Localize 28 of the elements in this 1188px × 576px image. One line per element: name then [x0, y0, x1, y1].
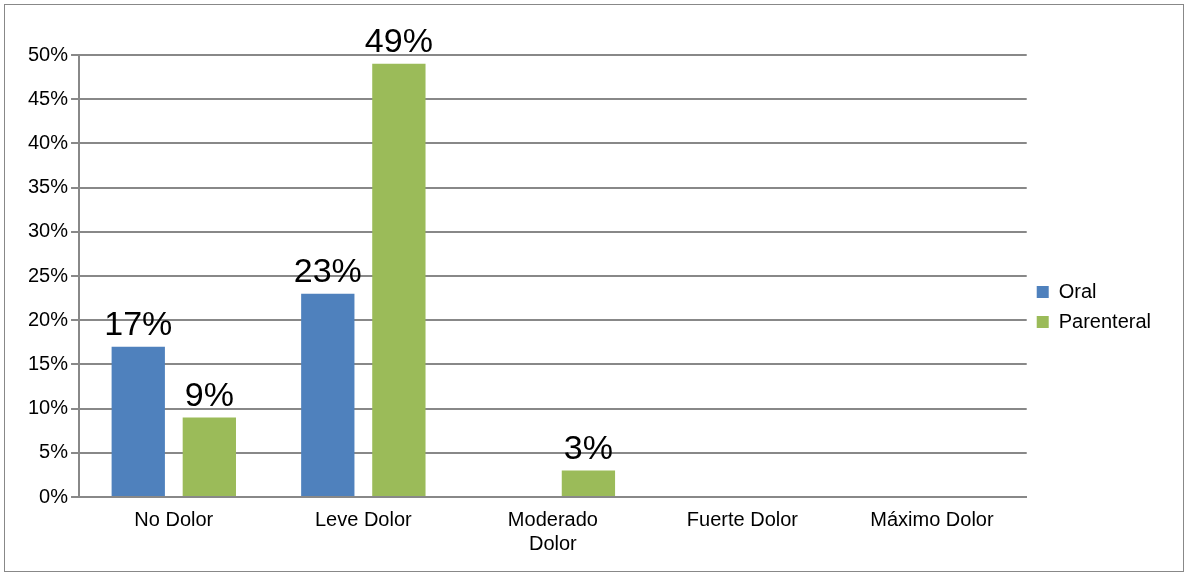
y-tick-label: 50% [28, 42, 69, 65]
y-tick-label: 45% [28, 86, 69, 109]
y-tick-label: 0% [39, 484, 69, 507]
y-tick-label: 15% [28, 351, 69, 374]
bar [372, 63, 426, 496]
bar [111, 346, 165, 496]
x-tick-label: Leve Dolor [314, 507, 413, 530]
bar [301, 293, 355, 496]
y-tick-label: 25% [28, 263, 69, 286]
y-tick-label: 10% [28, 396, 69, 419]
bar [561, 470, 616, 496]
bar [182, 417, 236, 496]
data-label: 49% [364, 21, 433, 60]
y-tick-label: 20% [28, 307, 69, 330]
legend-label: Parenteral [1058, 309, 1152, 332]
y-tick-label: 5% [39, 440, 69, 463]
data-label: 3% [563, 427, 613, 466]
data-label: 23% [293, 251, 362, 290]
y-tick-label: 35% [28, 175, 69, 198]
x-tick-label: Máximo Dolor [870, 507, 994, 530]
y-tick-label: 40% [28, 130, 69, 153]
data-label: 17% [104, 304, 173, 343]
legend-label: Oral [1058, 279, 1097, 302]
x-tick-label: Moderado Dolor [507, 507, 598, 554]
x-tick-label: No Dolor [134, 507, 214, 530]
x-tick-label: Fuerte Dolor [686, 507, 799, 530]
data-label: 9% [184, 374, 234, 413]
y-tick-label: 30% [28, 219, 69, 242]
